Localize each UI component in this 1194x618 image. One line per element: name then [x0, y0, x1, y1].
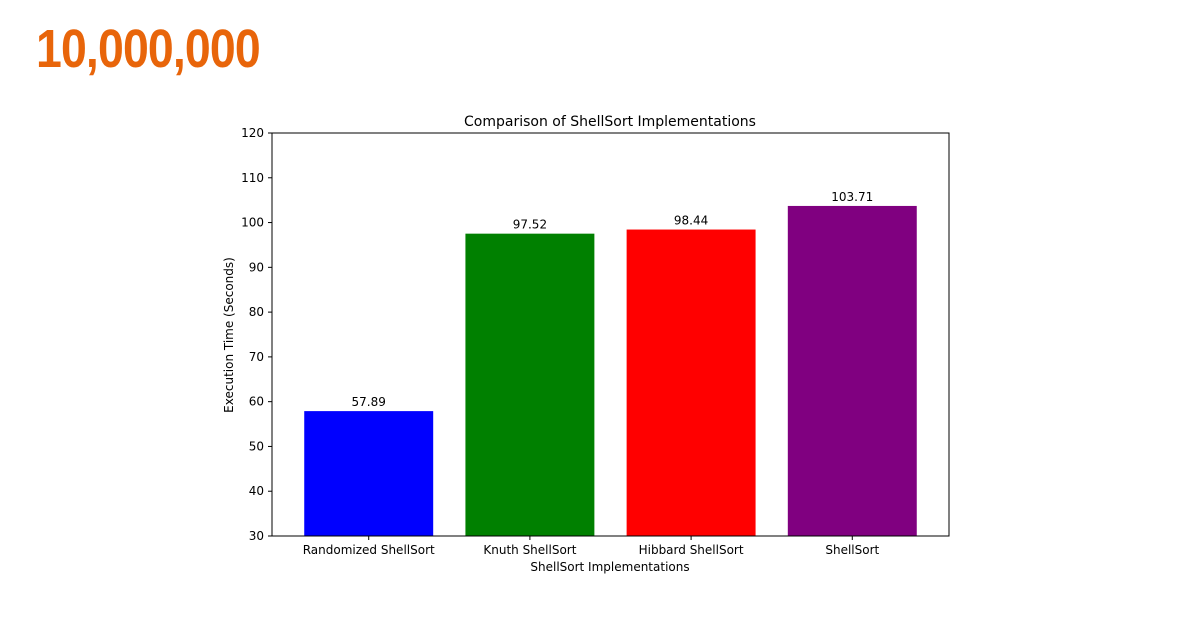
- bar-value-label: 103.71: [831, 190, 873, 204]
- plot-frame: [271, 132, 950, 537]
- x-tick-label: Hibbard ShellSort: [639, 543, 744, 557]
- x-tick-label: Randomized ShellSort: [303, 543, 435, 557]
- x-axis-label: ShellSort Implementations: [530, 560, 689, 574]
- chart-title: Comparison of ShellSort Implementations: [464, 114, 756, 130]
- bars-group: 57.89 97.52 98.44 103.71: [304, 190, 917, 536]
- bar: [626, 229, 756, 536]
- bar: [465, 233, 595, 536]
- bar-value-label: 98.44: [674, 214, 708, 228]
- bar-value-label: 57.89: [352, 395, 386, 409]
- bar: [787, 205, 917, 536]
- y-tick-label: 90: [249, 260, 264, 274]
- headline-number: 10,000,000: [36, 19, 261, 79]
- x-tick-label: Knuth ShellSort: [483, 543, 576, 557]
- bar-value-label: 97.52: [513, 218, 547, 232]
- y-axis-label: Execution Time (Seconds): [222, 257, 236, 413]
- y-tick-label: 110: [241, 171, 264, 185]
- y-tick-label: 100: [241, 216, 264, 230]
- x-axis: Randomized ShellSort Knuth ShellSort Hibba…: [303, 536, 880, 557]
- y-tick-label: 50: [249, 439, 264, 453]
- x-tick-label: ShellSort: [825, 543, 879, 557]
- bar: [304, 411, 434, 536]
- y-tick-label: 70: [249, 350, 264, 364]
- y-tick-label: 40: [249, 484, 264, 498]
- y-tick-label: 30: [249, 529, 264, 543]
- y-tick-label: 120: [241, 126, 264, 140]
- y-tick-label: 80: [249, 305, 264, 319]
- y-tick-label: 60: [249, 395, 264, 409]
- y-axis: 30 40 50 60 70 80 90 100 110 120: [241, 126, 272, 543]
